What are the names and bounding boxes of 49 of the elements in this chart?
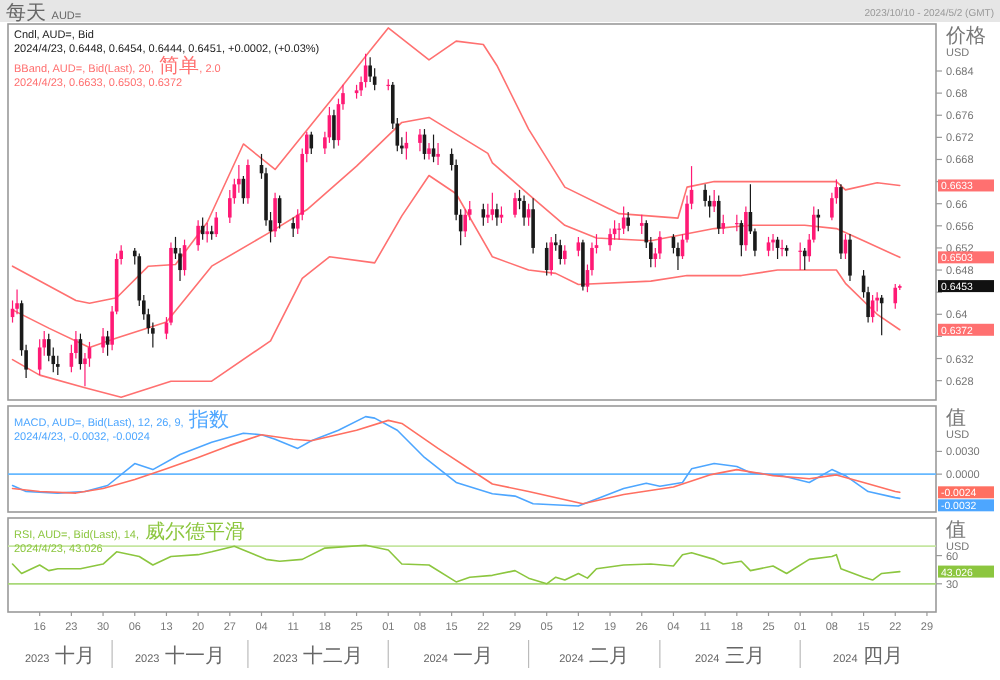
candlestick	[368, 56, 372, 83]
candlestick	[214, 211, 219, 238]
line-series	[11, 27, 901, 305]
candlestick	[15, 288, 19, 315]
candlestick	[526, 203, 531, 227]
candlestick	[332, 109, 336, 150]
candlestick	[563, 244, 567, 266]
candlestick	[490, 192, 495, 221]
candlestick	[205, 222, 209, 244]
candlestick	[581, 239, 585, 292]
candlestick	[608, 227, 612, 252]
candlestick	[101, 327, 105, 354]
candlestick	[481, 203, 486, 227]
candlestick	[513, 192, 517, 219]
candlestick	[105, 330, 110, 357]
candlestick	[766, 236, 771, 257]
candlestick	[436, 142, 440, 166]
candlestick	[721, 214, 726, 235]
candlestick	[291, 216, 295, 238]
line-series	[11, 174, 901, 399]
candlestick	[246, 158, 250, 205]
candlestick	[576, 236, 581, 257]
candlestick	[712, 189, 716, 213]
candlestick	[418, 128, 422, 152]
candlestick	[716, 194, 721, 235]
candlestick	[463, 208, 468, 238]
candlestick	[56, 355, 60, 376]
candlestick	[816, 208, 821, 232]
candlestick	[798, 241, 802, 271]
candlestick	[639, 214, 644, 235]
candlestick	[273, 192, 277, 238]
line-series	[11, 544, 901, 585]
candlestick	[658, 230, 662, 260]
candlestick	[744, 205, 748, 252]
candlestick	[676, 241, 680, 271]
candlestick	[522, 194, 526, 227]
candlestick	[531, 197, 535, 255]
candlestick	[558, 239, 563, 266]
candlestick	[309, 131, 314, 155]
candlestick	[431, 133, 436, 163]
candlestick	[780, 239, 784, 257]
candlestick	[893, 283, 898, 310]
candlestick	[626, 211, 630, 232]
candlestick	[549, 236, 554, 277]
candlestick	[196, 219, 200, 252]
candlestick	[427, 142, 431, 161]
candlestick	[802, 247, 807, 271]
candlestick	[495, 203, 499, 227]
candlestick	[848, 233, 852, 282]
